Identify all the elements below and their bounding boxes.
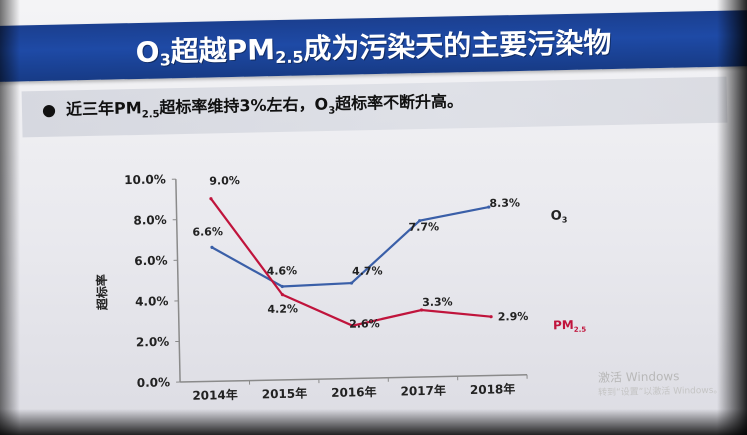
pm25-label-sub: 2.5 <box>574 326 587 334</box>
data-label: 4.2% <box>267 302 298 316</box>
x-tick-label: 2016年 <box>331 384 377 400</box>
o3-point <box>349 281 354 285</box>
x-tick-label: 2015年 <box>262 385 308 401</box>
data-label: 2.6% <box>349 317 380 331</box>
data-label: 9.0% <box>209 174 240 188</box>
pm25-point <box>209 197 213 201</box>
x-tick-label: 2017年 <box>400 382 446 398</box>
o3-label-sub: 3 <box>562 215 568 224</box>
o3-label-main: O <box>551 209 562 224</box>
pm25-point <box>419 308 424 312</box>
y-tick-label: 0.0% <box>137 375 171 390</box>
watermark-line2: 转到“设置”以激活 Windows。 <box>597 385 723 399</box>
pm25-label-main: PM <box>553 318 574 332</box>
data-label: 4.7% <box>352 264 383 278</box>
y-tick-label: 6.0% <box>134 253 168 268</box>
o3-point <box>487 205 491 209</box>
y-tick-label: 8.0% <box>133 213 167 228</box>
o3-series-line <box>211 205 490 288</box>
x-tick-label: 2018年 <box>470 381 516 397</box>
y-tick-label: 4.0% <box>135 294 169 309</box>
screen-edge-left <box>0 0 20 435</box>
data-label: 8.3% <box>489 196 520 210</box>
x-tick-label: 2014年 <box>192 387 238 403</box>
o3-point <box>418 219 422 223</box>
pm25-point <box>350 324 355 328</box>
data-label: 4.6% <box>267 264 298 278</box>
y-axis-line <box>175 179 181 383</box>
y-tick-label: 10.0% <box>124 172 166 187</box>
screen-edge-bottom <box>0 409 747 435</box>
y-axis-label: 超标率 <box>94 274 110 311</box>
data-label: 3.3% <box>422 295 453 309</box>
pm25-point <box>489 315 493 319</box>
screen-edge-right <box>717 0 747 435</box>
pm25-series-label: PM2.5 <box>553 318 587 335</box>
y-tick-label: 2.0% <box>136 335 170 350</box>
o3-series-label: O3 <box>551 208 568 224</box>
data-label: 2.9% <box>498 310 529 324</box>
x-axis-line <box>180 374 528 383</box>
data-label: 7.7% <box>408 220 439 234</box>
o3-point <box>210 245 214 249</box>
pm25-point <box>280 293 284 297</box>
o3-point <box>280 284 284 289</box>
data-label: 6.6% <box>192 225 223 239</box>
